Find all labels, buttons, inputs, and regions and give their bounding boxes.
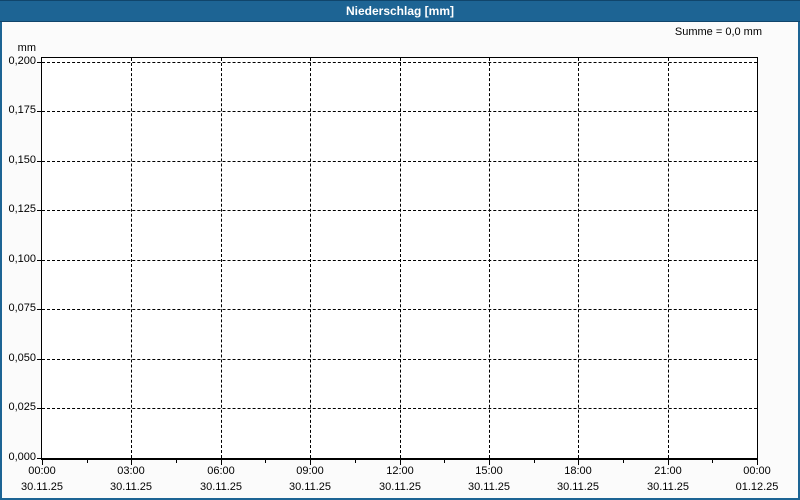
y-axis-tick: [37, 62, 41, 63]
y-axis-tick: [37, 210, 41, 211]
x-axis-major-tick: [221, 460, 222, 465]
h-gridline: [42, 161, 757, 162]
x-axis-minor-tick: [176, 460, 177, 463]
h-gridline: [42, 359, 757, 360]
y-tick-label: 0,175: [8, 104, 36, 116]
x-axis-major-tick: [668, 460, 669, 465]
y-tick-label: 0,150: [8, 154, 36, 166]
x-date-label: 30.11.25: [556, 481, 599, 493]
title-bar: Niederschlag [mm]: [0, 0, 800, 22]
chart-title: Niederschlag [mm]: [345, 4, 455, 18]
x-date-label: 30.11.25: [109, 481, 152, 493]
y-axis-tick: [37, 111, 41, 112]
v-gridline: [489, 58, 490, 458]
plot-area: [41, 57, 758, 460]
h-gridline: [42, 111, 757, 112]
x-axis-major-tick: [578, 460, 579, 465]
x-axis-major-tick: [131, 460, 132, 465]
x-time-label: 18:00: [564, 465, 592, 477]
y-axis-tick: [37, 309, 41, 310]
x-date-label: 30.11.25: [378, 481, 421, 493]
v-gridline: [578, 58, 579, 458]
x-time-label: 00:00: [743, 465, 771, 477]
x-time-label: 12:00: [386, 465, 414, 477]
x-time-label: 00:00: [28, 465, 56, 477]
x-axis-minor-tick: [87, 460, 88, 463]
h-gridline: [42, 408, 757, 409]
y-tick-label: 0,125: [8, 203, 36, 215]
x-time-label: 15:00: [475, 465, 503, 477]
x-axis-minor-tick: [534, 460, 535, 463]
h-gridline: [42, 210, 757, 211]
y-axis-tick: [37, 359, 41, 360]
x-axis-minor-tick: [355, 460, 356, 463]
x-date-label: 30.11.25: [288, 481, 331, 493]
x-date-label: 01.12.25: [735, 481, 779, 493]
h-gridline: [42, 260, 757, 261]
v-gridline: [400, 58, 401, 458]
y-axis-tick: [37, 458, 41, 459]
y-axis-unit-label: mm: [17, 42, 36, 54]
v-gridline: [668, 58, 669, 458]
y-axis-tick: [37, 260, 41, 261]
x-axis-minor-tick: [265, 460, 266, 463]
y-tick-label: 0,100: [8, 253, 36, 265]
sum-annotation: Summe = 0,0 mm: [674, 26, 762, 38]
y-tick-label: 0,075: [8, 302, 36, 314]
v-gridline: [221, 58, 222, 458]
x-time-label: 09:00: [296, 465, 324, 477]
v-gridline: [310, 58, 311, 458]
x-time-label: 03:00: [117, 465, 145, 477]
x-axis-major-tick: [489, 460, 490, 465]
x-axis-major-tick: [310, 460, 311, 465]
x-axis-major-tick: [757, 460, 758, 465]
x-axis-minor-tick: [444, 460, 445, 463]
x-axis-major-tick: [42, 460, 43, 465]
h-gridline: [42, 62, 757, 63]
x-axis-minor-tick: [712, 460, 713, 463]
x-date-label: 30.11.25: [467, 481, 510, 493]
x-date-label: 30.11.25: [199, 481, 242, 493]
h-gridline: [42, 309, 757, 310]
x-axis-minor-tick: [623, 460, 624, 463]
x-date-label: 30.11.25: [646, 481, 689, 493]
y-axis-tick: [37, 408, 41, 409]
y-tick-label: 0,050: [8, 352, 36, 364]
x-time-label: 21:00: [654, 465, 682, 477]
v-gridline: [131, 58, 132, 458]
x-date-label: 30.11.25: [20, 481, 63, 493]
y-tick-label: 0,200: [8, 55, 36, 67]
x-time-label: 06:00: [207, 465, 235, 477]
y-tick-label: 0,000: [8, 451, 36, 463]
y-axis-tick: [37, 161, 41, 162]
y-tick-label: 0,025: [8, 401, 36, 413]
x-axis-major-tick: [400, 460, 401, 465]
